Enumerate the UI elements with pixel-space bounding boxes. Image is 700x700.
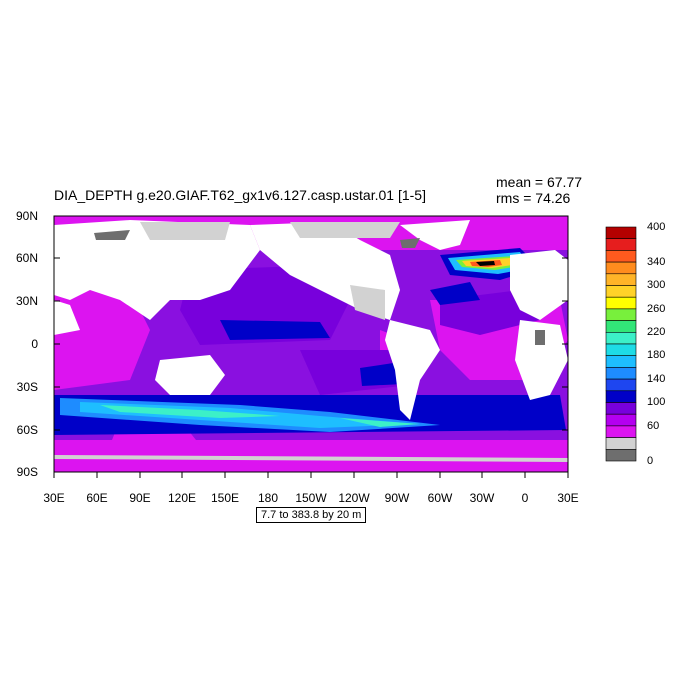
colorbar-swatch — [605, 320, 637, 333]
colorbar-swatch — [605, 331, 637, 345]
y-tick-label: 60N — [15, 251, 38, 265]
southern-ocean-band — [60, 398, 440, 432]
contour-info-box: 7.7 to 383.8 by 20 m — [256, 507, 367, 523]
x-tick-label: 30E — [557, 491, 579, 505]
colorbar-label: 180 — [647, 349, 666, 361]
colorbar-swatch — [605, 425, 637, 438]
colorbar-swatch — [605, 413, 637, 427]
x-tick-label: 30E — [43, 491, 65, 505]
colorbar-swatch — [605, 448, 637, 462]
colorbar-label: 60 — [647, 420, 660, 432]
x-tick-label: 120W — [338, 491, 370, 505]
colorbar-label: 300 — [647, 279, 666, 291]
colorbar-swatch — [605, 367, 637, 380]
colorbar-swatch — [605, 261, 637, 275]
colorbar-swatch — [605, 308, 637, 321]
colorbar-swatch — [605, 296, 637, 310]
colorbar-swatch — [605, 437, 637, 450]
y-tick-label: 60S — [16, 423, 38, 437]
x-tick-label: 60E — [86, 491, 108, 505]
x-tick-label: 90E — [129, 491, 151, 505]
x-tick-label: 60W — [427, 491, 453, 505]
y-tick-label: 90N — [15, 209, 38, 223]
y-tick-label: 0 — [31, 337, 38, 351]
colorbar-swatch — [605, 402, 637, 415]
colorbar-swatch — [605, 355, 637, 368]
colorbar-swatch — [605, 390, 637, 403]
colorbar-label: 0 — [647, 455, 654, 467]
x-tick-label: 30W — [469, 491, 495, 505]
colorbar-swatch — [605, 238, 637, 251]
colorbar-label: 220 — [647, 326, 666, 338]
ice-regions — [54, 222, 568, 462]
x-tick-label: 150W — [295, 491, 327, 505]
colorbar-label: 100 — [647, 396, 666, 408]
x-tick-label: 150E — [210, 491, 240, 505]
x-tick-label: 90W — [384, 491, 410, 505]
y-tick-label: 30S — [16, 380, 38, 394]
colorbar-swatch — [605, 378, 637, 392]
colorbar-label: 400 — [647, 221, 666, 233]
colorbar-swatch — [605, 285, 637, 298]
colorbar-swatch — [605, 226, 637, 239]
colorbar-label: 260 — [647, 303, 666, 315]
x-tick-label: 0 — [521, 491, 529, 505]
colorbar-swatch — [605, 250, 637, 263]
map-title: DIA_DEPTH g.e20.GIAF.T62_gx1v6.127.casp.… — [54, 187, 426, 203]
colorbar-swatch — [605, 273, 637, 286]
colorbar-swatch — [605, 343, 637, 356]
rms-label: rms = 74.26 — [496, 190, 571, 206]
colorbar-label: 340 — [647, 256, 666, 268]
y-tick-label: 30N — [15, 294, 38, 308]
tick-marks — [53, 215, 569, 478]
colorbar — [605, 226, 637, 462]
colorbar-label: 140 — [647, 373, 666, 385]
x-tick-label: 120E — [167, 491, 197, 505]
y-tick-label: 90S — [16, 465, 38, 479]
x-tick-label: 180 — [257, 491, 279, 505]
mean-label: mean = 67.77 — [496, 174, 583, 190]
